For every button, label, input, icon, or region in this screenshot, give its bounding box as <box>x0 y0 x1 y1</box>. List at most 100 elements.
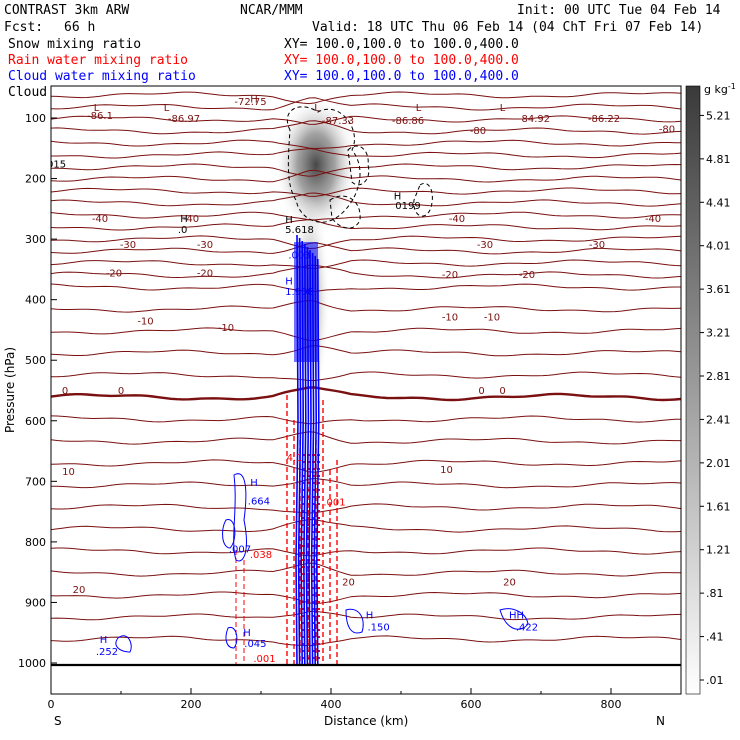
temperature-isotherm <box>51 431 681 445</box>
extremum-label: L <box>416 103 422 114</box>
temperature-isotherm <box>51 610 681 621</box>
temperature-isotherm <box>51 327 681 342</box>
snow-shading <box>274 102 358 242</box>
extremum-label: .422 <box>516 623 538 634</box>
colorbar-tick-label: 3.21 <box>706 327 731 340</box>
extremum-label: L <box>94 103 100 114</box>
x-tick-label: 200 <box>181 698 202 711</box>
temperature-isotherm <box>51 219 681 231</box>
y-tick-label: 200 <box>25 173 46 186</box>
field-name: Cloud water mixing ratio <box>8 69 196 84</box>
temperature-label: 20 <box>73 585 86 596</box>
temperature-label: -40 <box>92 214 108 225</box>
cloud-ice-contour <box>286 106 361 223</box>
y-tick-label: 900 <box>25 596 46 609</box>
colorbar-tick-label: 1.21 <box>706 544 731 557</box>
plot-contents: -86.1 -86.97 -72.75 -87.33 -86.86 -80 -84.92 -8… <box>47 91 681 667</box>
temperature-label: -80 <box>659 124 675 135</box>
extremum-label: L <box>500 103 506 114</box>
extremum-label: H <box>243 628 251 639</box>
y-tick-label: 600 <box>25 415 46 428</box>
field-name: Rain water mixing ratio <box>8 53 188 68</box>
temperature-isotherm <box>51 477 681 489</box>
temperature-label: -30 <box>589 240 605 251</box>
extremum-label: 1.908 <box>285 287 314 298</box>
extremum-label: 0199 <box>395 201 420 212</box>
extremum-label: H <box>394 192 402 203</box>
temperature-isotherm <box>51 591 681 605</box>
temperature-label: -10 <box>484 313 500 324</box>
extremum-label: H <box>285 215 293 226</box>
cloud-water-contour <box>115 635 132 653</box>
temperature-label: -80 <box>470 126 486 137</box>
extremum-label: 4.1 <box>287 453 303 464</box>
fcst-label: Fcst: <box>4 20 43 35</box>
temperature-isotherm <box>51 459 681 473</box>
x-axis-label: Distance (km) <box>324 714 408 728</box>
temperature-label: -40 <box>183 214 199 225</box>
temperature-label: -84.92 <box>518 114 550 125</box>
x-axis-north-label: N <box>656 714 665 728</box>
temperature-label: -86.22 <box>588 114 620 125</box>
init-time: Init: 00 UTC Tue 04 Feb 14 <box>517 3 721 18</box>
cloud-water-contour <box>222 519 236 549</box>
extremum-label: L <box>314 103 320 114</box>
y-tick-label: 700 <box>25 475 46 488</box>
temperature-contours <box>51 91 681 647</box>
temperature-isotherm <box>51 518 681 533</box>
temperature-isotherm <box>51 503 681 514</box>
y-axis-label: Pressure (hPa) <box>3 347 17 433</box>
extremum-label: .664 <box>248 497 270 508</box>
temperature-isotherm <box>51 547 681 557</box>
field-range: XY= 100.0,100.0 to 100.0,400.0 <box>284 53 519 68</box>
extremum-label: .001 <box>253 654 275 665</box>
field-range: XY= 100.0,100.0 to 100.0,400.0 <box>284 69 519 84</box>
colorbar-tick-label: 2.41 <box>706 413 731 426</box>
cloud-water-contour <box>315 258 320 666</box>
colorbar-tick-label: .41 <box>706 631 724 644</box>
x-tick-label: 0 <box>48 698 55 711</box>
x-tick-label: 600 <box>461 698 482 711</box>
temperature-label: 20 <box>503 577 516 588</box>
cloud-water-contour <box>499 608 529 630</box>
temperature-isotherm <box>51 371 681 381</box>
extremum-label: H <box>180 214 188 225</box>
temperature-label: -40 <box>449 214 465 225</box>
cloud-ice-contour <box>413 182 433 217</box>
temperature-label: -30 <box>120 240 136 251</box>
temperature-isotherm <box>51 345 681 357</box>
valid-time: Valid: 18 UTC Thu 06 Feb 14 (04 ChT Fri … <box>312 20 703 35</box>
colorbar-tick-label: 2.01 <box>706 457 731 470</box>
extremum-label: 015 <box>47 159 66 170</box>
colorbar-tick-label: 5.21 <box>706 109 731 122</box>
temperature-isotherm <box>51 192 681 207</box>
extremum-label: .045 <box>244 639 266 650</box>
temperature-label: -20 <box>106 268 122 279</box>
temperature-label: -10 <box>137 316 153 327</box>
temperature-label: -86.1 <box>87 111 113 122</box>
temperature-label: -10 <box>218 323 234 334</box>
extremum-label: HH <box>509 611 524 622</box>
temperature-label: -30 <box>197 240 213 251</box>
temperature-isotherm <box>51 187 681 197</box>
extremum-label: .252 <box>96 647 118 658</box>
extremum-label: .007 <box>229 545 251 556</box>
extremum-label: .003 <box>288 250 310 261</box>
extremum-label: .0 <box>178 225 188 236</box>
temperature-isotherm <box>51 235 681 250</box>
field-range: XY= 100.0,100.0 to 100.0,400.0 <box>284 37 519 52</box>
temperature-label: 0 <box>118 386 124 397</box>
temperature-isotherm <box>51 562 681 577</box>
temperature-isotherm <box>51 264 681 279</box>
x-tick-label: 800 <box>601 698 622 711</box>
colorbar-tick-label: 3.61 <box>706 283 731 296</box>
y-tick-label: 400 <box>25 294 46 307</box>
y-tick-label: 800 <box>25 536 46 549</box>
y-tick-label: 100 <box>25 112 46 125</box>
temperature-isotherm <box>51 635 681 647</box>
temperature-isotherm <box>51 91 681 105</box>
temperature-label: -10 <box>442 313 458 324</box>
cloud-ice-contour <box>347 145 370 186</box>
